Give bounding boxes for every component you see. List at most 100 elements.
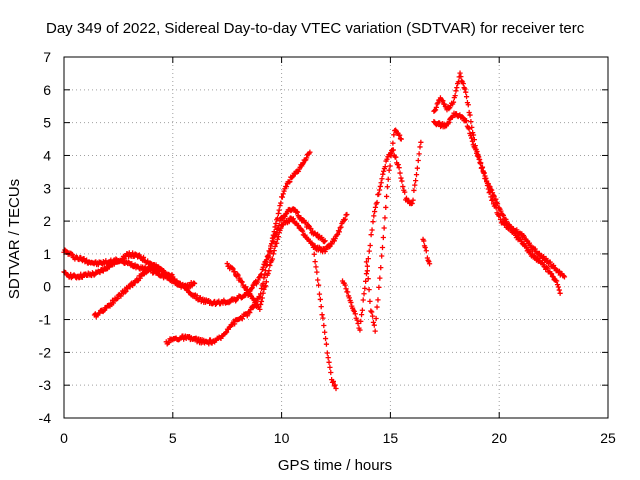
data-point <box>481 170 487 176</box>
data-point <box>466 109 472 116</box>
data-point <box>374 304 380 310</box>
data-point <box>278 225 284 231</box>
y-tick-label: 4 <box>43 147 51 163</box>
data-point <box>376 284 382 291</box>
data-point <box>258 298 265 305</box>
data-point <box>237 275 243 281</box>
data-point <box>418 139 424 145</box>
data-point <box>312 259 318 265</box>
data-point <box>380 171 386 177</box>
data-point <box>527 248 533 254</box>
data-point <box>270 232 276 238</box>
data-point <box>491 193 497 199</box>
y-tick-label: -4 <box>39 410 52 426</box>
data-point <box>267 250 273 256</box>
data-point <box>258 271 265 277</box>
data-point <box>69 251 75 258</box>
data-point <box>166 339 172 346</box>
data-point <box>398 136 404 142</box>
data-point <box>367 242 373 249</box>
data-point <box>140 254 147 260</box>
data-point <box>480 169 486 175</box>
data-point <box>314 269 320 275</box>
data-point <box>323 246 329 253</box>
data-point <box>129 260 135 267</box>
data-point <box>260 290 266 296</box>
data-point <box>550 274 556 280</box>
data-point <box>378 265 384 271</box>
series-track-11 <box>431 110 568 280</box>
data-point <box>325 355 331 361</box>
data-point <box>557 290 563 296</box>
data-point <box>342 216 348 222</box>
data-point <box>270 251 276 257</box>
data-point <box>467 112 473 118</box>
data-point <box>258 291 264 297</box>
data-point <box>478 160 484 166</box>
data-point <box>387 163 393 169</box>
data-point <box>256 275 262 281</box>
data-point <box>424 255 430 261</box>
data-point <box>247 309 253 316</box>
data-point <box>368 308 374 314</box>
data-point <box>440 98 446 104</box>
data-point <box>402 189 408 195</box>
data-point <box>364 263 370 269</box>
data-point <box>251 297 257 303</box>
data-point <box>164 271 170 277</box>
data-point <box>374 199 380 206</box>
data-point <box>276 207 282 213</box>
data-point <box>294 208 300 215</box>
data-point <box>399 178 405 184</box>
data-point <box>433 104 439 110</box>
data-point <box>258 285 265 292</box>
data-point <box>267 262 273 269</box>
data-point <box>274 215 281 221</box>
data-point <box>255 277 261 283</box>
data-point <box>366 248 372 254</box>
data-point <box>432 107 439 113</box>
data-point <box>266 254 272 260</box>
data-point <box>323 341 330 347</box>
data-point <box>547 259 553 265</box>
data-point <box>375 297 381 303</box>
data-point <box>473 147 479 153</box>
data-point <box>365 276 371 282</box>
data-point <box>417 144 423 150</box>
data-point <box>227 299 233 305</box>
data-point <box>322 335 329 342</box>
data-point <box>463 89 469 95</box>
y-tick-label: 3 <box>43 180 51 196</box>
data-point <box>463 118 470 124</box>
data-point <box>446 106 452 112</box>
data-point <box>275 210 281 217</box>
data-point <box>259 295 265 301</box>
data-point <box>386 167 392 173</box>
data-point <box>422 244 428 251</box>
data-point <box>452 93 458 99</box>
data-point <box>383 193 390 200</box>
data-point <box>110 300 116 306</box>
data-point <box>468 132 474 139</box>
data-point <box>321 239 327 245</box>
data-point <box>167 273 173 279</box>
data-point <box>377 183 383 190</box>
data-point <box>330 378 336 385</box>
data-point <box>358 312 365 318</box>
data-point <box>235 272 241 278</box>
data-point <box>370 319 377 325</box>
y-tick-label: -3 <box>39 377 52 393</box>
series-track-6 <box>311 251 339 392</box>
data-point <box>435 100 441 106</box>
data-point <box>490 192 496 198</box>
data-point <box>365 255 371 262</box>
data-point <box>454 84 460 91</box>
data-point <box>479 164 486 170</box>
x-tick-label: 15 <box>383 430 399 446</box>
data-point <box>343 286 349 292</box>
data-point <box>244 313 250 319</box>
data-point <box>361 291 367 297</box>
data-point <box>462 86 468 92</box>
data-point <box>357 327 363 333</box>
data-point <box>244 286 250 292</box>
